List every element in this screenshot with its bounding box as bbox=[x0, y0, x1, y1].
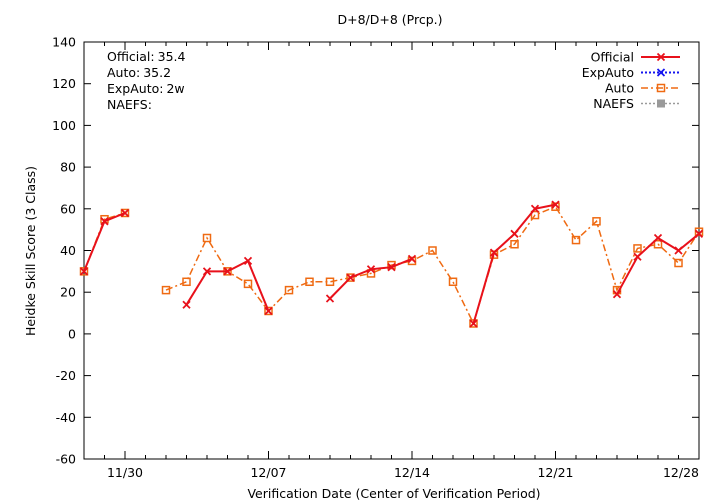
x-tick-label: 12/07 bbox=[250, 465, 286, 480]
x-marker bbox=[510, 229, 519, 238]
stat-value: 35.4 bbox=[158, 49, 186, 64]
x-marker bbox=[694, 229, 704, 238]
x-marker bbox=[612, 290, 622, 299]
x-marker bbox=[243, 256, 253, 266]
x-marker bbox=[489, 248, 499, 257]
square-marker bbox=[571, 235, 581, 245]
x-marker bbox=[656, 52, 666, 62]
x-marker bbox=[653, 233, 663, 243]
x-marker bbox=[656, 68, 666, 77]
x-marker bbox=[120, 208, 130, 218]
x-marker bbox=[469, 319, 478, 328]
x-marker bbox=[223, 267, 232, 276]
y-tick-label: 0 bbox=[68, 326, 76, 341]
square-marker bbox=[656, 83, 666, 93]
square-marker bbox=[674, 258, 683, 268]
x-marker bbox=[407, 254, 417, 263]
square-marker bbox=[243, 279, 253, 289]
x-marker bbox=[551, 200, 560, 209]
stat-label: Official: bbox=[107, 49, 155, 64]
square-marker bbox=[182, 277, 191, 287]
square-marker bbox=[530, 210, 540, 220]
y-tick-label: 20 bbox=[60, 285, 76, 300]
square-marker bbox=[79, 267, 89, 276]
square-marker bbox=[264, 306, 273, 316]
x-marker bbox=[79, 267, 89, 276]
y-tick-label: -60 bbox=[56, 452, 76, 467]
series-auto bbox=[79, 202, 704, 328]
y-axis-label: Heidke Skill Score (3 Class) bbox=[23, 166, 38, 336]
x-axis-label: Verification Date (Center of Verificatio… bbox=[247, 486, 540, 501]
y-tick-label: 100 bbox=[52, 118, 76, 133]
square-marker bbox=[592, 217, 601, 226]
square-marker bbox=[633, 244, 642, 253]
x-marker bbox=[182, 300, 191, 309]
x-marker bbox=[366, 265, 376, 274]
legend-label: ExpAuto bbox=[582, 65, 634, 80]
x-marker bbox=[325, 294, 335, 303]
legend-label: Official bbox=[591, 50, 634, 65]
x-marker bbox=[346, 273, 355, 282]
square-marker bbox=[653, 239, 663, 249]
series-line bbox=[165, 205, 700, 326]
square-marker bbox=[694, 227, 704, 236]
stat-label: ExpAuto: bbox=[107, 81, 163, 96]
square-marker bbox=[551, 202, 560, 211]
square-marker bbox=[448, 277, 458, 287]
x-tick-label: 12/14 bbox=[394, 465, 430, 480]
y-tick-label: 40 bbox=[60, 243, 76, 258]
axes: 140 120 100 80 60 40 20 0 -20 -40 -60 11/30 12/07 12/… bbox=[52, 35, 700, 480]
stat-value: 35.2 bbox=[143, 65, 171, 80]
square-marker bbox=[510, 239, 519, 249]
square-marker bbox=[202, 233, 212, 243]
x-marker bbox=[100, 217, 109, 226]
square-marker bbox=[325, 277, 335, 287]
stat-label: NAEFS: bbox=[107, 97, 152, 112]
x-marker bbox=[264, 306, 273, 316]
filled-square-marker bbox=[657, 99, 665, 108]
legend-label: NAEFS bbox=[593, 96, 634, 111]
stat-label: Auto: bbox=[107, 65, 140, 80]
y-tick-label: 80 bbox=[60, 160, 76, 175]
square-marker bbox=[161, 285, 171, 295]
x-marker bbox=[202, 267, 212, 276]
stat-value: 2w bbox=[166, 81, 184, 96]
x-marker bbox=[387, 263, 396, 272]
y-tick-label: -20 bbox=[56, 368, 76, 383]
x-marker bbox=[674, 246, 683, 255]
square-marker bbox=[489, 250, 499, 259]
chart-title: D+8/D+8 (Prcp.) bbox=[337, 12, 442, 27]
y-tick-label: -40 bbox=[56, 410, 76, 425]
y-tick-label: 120 bbox=[52, 76, 76, 91]
square-marker bbox=[284, 285, 294, 295]
square-marker bbox=[346, 273, 355, 282]
x-tick-label: 12/21 bbox=[537, 465, 573, 480]
x-tick-label: 11/30 bbox=[107, 465, 143, 480]
square-marker bbox=[428, 246, 437, 255]
series-line bbox=[472, 203, 556, 324]
y-tick-label: 60 bbox=[60, 201, 76, 216]
x-tick-label: 12/28 bbox=[663, 465, 699, 480]
y-tick-label: 140 bbox=[52, 35, 76, 50]
series-official bbox=[79, 200, 704, 328]
series-layer bbox=[79, 200, 704, 328]
square-marker bbox=[120, 208, 130, 218]
series-line bbox=[329, 257, 413, 300]
legend-label: Auto bbox=[605, 81, 634, 96]
x-marker bbox=[633, 252, 642, 261]
square-marker bbox=[305, 277, 314, 287]
x-marker bbox=[530, 204, 540, 213]
